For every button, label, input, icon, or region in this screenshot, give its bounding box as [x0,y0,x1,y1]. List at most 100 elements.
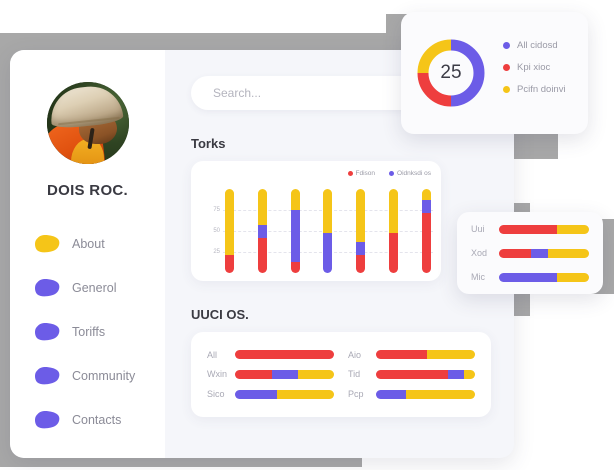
y-tick-label: 25 [213,249,220,255]
progress-segment [376,389,406,399]
progress-track [499,224,589,234]
legend-item: Fdison [347,170,375,177]
progress-row[interactable]: Xod [471,248,589,258]
donut-svg [417,39,485,107]
donut-center-value: 25 [440,62,462,83]
blob-icon [34,366,60,386]
progress-segment [464,369,475,379]
sidebar-item-about[interactable]: About [34,227,165,261]
progress-label: Uui [471,224,485,234]
sidebar: DOIS ROC. About Generol Toriffs Community Co… [10,50,165,458]
avatar[interactable] [46,82,129,164]
donut-legend-label: Kpi xioc [517,62,551,73]
progress-segment [376,350,428,360]
progress-label: Tid [348,369,361,380]
progress-label: Pcp [348,389,364,400]
bar-column[interactable] [389,189,399,273]
torks-chart-legend: Fdison Oidnksdi os [201,170,431,177]
background-white-top-right [386,0,614,14]
legend-label: Oidnksdi os [397,170,431,177]
sidebar-item-contacts[interactable]: Contacts [34,403,165,437]
progress-row[interactable]: Aio [348,345,475,365]
y-axis-labels: 75 50 25 [201,189,223,273]
background-white-notch-e [530,294,614,316]
progress-track [376,350,475,360]
bar-segment [225,254,234,273]
bar-column[interactable] [225,189,234,273]
uuci-progress-card: All Aio Wxin Tid Sico Pcp [191,332,491,417]
background-white-top-left [0,0,386,33]
search-input[interactable] [213,86,443,100]
donut-chart: 25 [415,37,487,109]
progress-label: Mic [471,272,485,282]
legend-dot-icon [389,171,395,176]
progress-row[interactable]: Mic [471,272,589,282]
progress-segment [427,350,475,360]
donut-segment [450,39,485,107]
donut-segment [417,72,452,107]
bar-group [225,189,431,273]
donut-legend-item[interactable]: All cidosd [503,40,566,51]
bar-column[interactable] [257,189,267,273]
progress-track [499,248,589,258]
donut-legend-label: All cidosd [517,40,558,51]
blob-icon [34,322,60,342]
progress-track [376,369,475,379]
progress-segment [548,248,589,258]
sidebar-item-toriffs[interactable]: Toriffs [34,315,165,349]
bar-segment [290,262,300,273]
background-white-bottom [0,467,614,470]
progress-track [235,389,334,399]
progress-row[interactable]: Wxin [207,365,334,385]
y-tick-label: 50 [213,228,220,234]
bar-segment [356,254,366,273]
donut-legend-item[interactable]: Pcifn doinvi [503,84,566,95]
bar-segment [421,212,431,273]
sidebar-item-label: Contacts [72,413,122,427]
bar-segment [421,199,431,213]
progress-label: Wxin [207,369,227,380]
donut-legend: All cidosd Kpi xioc Pcifn doinvi [503,40,566,106]
bar-column[interactable] [323,189,333,273]
progress-row[interactable]: Pcp [348,384,475,404]
bar-segment [323,232,333,273]
bar-column[interactable] [421,189,431,273]
progress-segment [448,369,465,379]
progress-segment [276,389,334,399]
bar-segment [257,237,267,273]
blob-icon [34,278,60,298]
progress-segment [298,369,334,379]
progress-segment [531,248,549,258]
sidebar-item-generol[interactable]: Generol [34,271,165,305]
progress-row[interactable]: Tid [348,365,475,385]
progress-row[interactable]: Sico [207,384,334,404]
donut-legend-item[interactable]: Kpi xioc [503,62,566,73]
progress-segment [235,369,272,379]
bar-column[interactable] [290,189,300,273]
progress-segment [499,224,557,234]
profile-name: DOIS ROC. [46,182,129,199]
progress-row[interactable]: Uui [471,224,589,234]
progress-segment [556,272,589,282]
torks-chart-card: Fdison Oidnksdi os 75 50 25 [191,161,441,281]
progress-row[interactable]: All [207,345,334,365]
donut-legend-label: Pcifn doinvi [517,84,566,95]
bar-segment [421,189,431,200]
bar-column[interactable] [356,189,366,273]
bar-segment [225,189,234,255]
legend-item: Oidnksdi os [389,170,431,177]
bar-segment [356,189,366,242]
sidebar-item-label: About [72,237,105,251]
progress-label: Sico [207,389,225,400]
sidebar-item-label: Toriffs [72,325,106,339]
y-tick-label: 75 [213,207,220,213]
sidebar-item-community[interactable]: Community [34,359,165,393]
mini-progress-card: Uui Xod Mic [457,212,603,294]
progress-label: All [207,349,218,360]
legend-dot-icon [503,42,510,49]
progress-segment [499,272,557,282]
progress-segment [271,369,299,379]
legend-dot-icon [503,86,510,93]
progress-segment [376,369,449,379]
